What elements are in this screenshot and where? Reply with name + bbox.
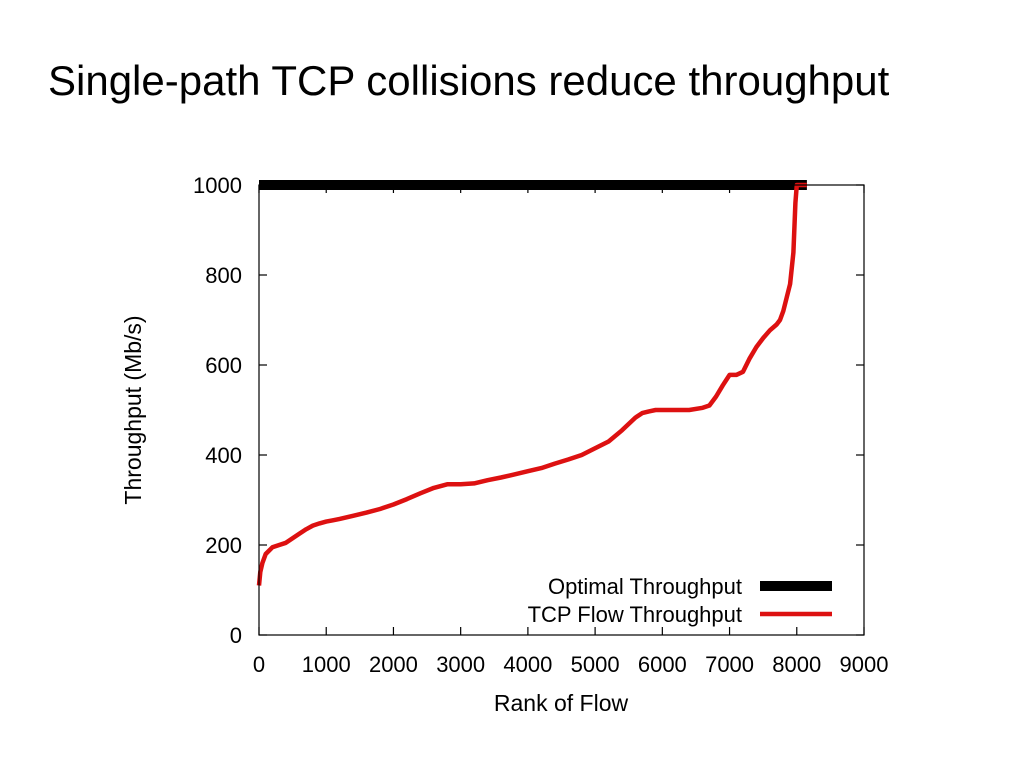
y-tick-label: 200 [205,533,242,558]
y-tick-label: 600 [205,353,242,378]
plot-frame [258,184,865,636]
x-tick-label: 5000 [571,652,620,677]
x-tick-label: 7000 [705,652,754,677]
x-tick-label: 0 [253,652,265,677]
y-tick-label: 800 [205,263,242,288]
y-tick-label: 400 [205,443,242,468]
x-tick-label: 8000 [772,652,821,677]
x-tick-label: 4000 [503,652,552,677]
x-tick-labels: 0 1000 2000 3000 4000 5000 6000 7000 8000 9000 [253,652,889,677]
y-tick-label: 0 [230,623,242,648]
series-line-tcp-flow-throughput [256,182,807,586]
axis-ticks [258,184,865,636]
y-tick-label: 1000 [193,173,242,198]
legend: Optimal Throughput TCP Flow Throughput [528,574,832,627]
x-tick-label: 3000 [436,652,485,677]
x-tick-label: 6000 [638,652,687,677]
y-axis-label: Throughput (Mb/s) [120,315,146,504]
legend-label-optimal-throughput: Optimal Throughput [548,574,742,599]
y-tick-labels: 0 200 400 600 800 1000 [193,173,242,648]
x-axis-label: Rank of Flow [494,690,629,716]
x-tick-label: 9000 [840,652,889,677]
x-tick-label: 2000 [369,652,418,677]
series-lines [256,180,807,586]
slide-title: Single-path TCP collisions reduce throug… [48,57,890,104]
x-tick-label: 1000 [302,652,351,677]
legend-label-tcp-flow-throughput: TCP Flow Throughput [528,602,742,627]
